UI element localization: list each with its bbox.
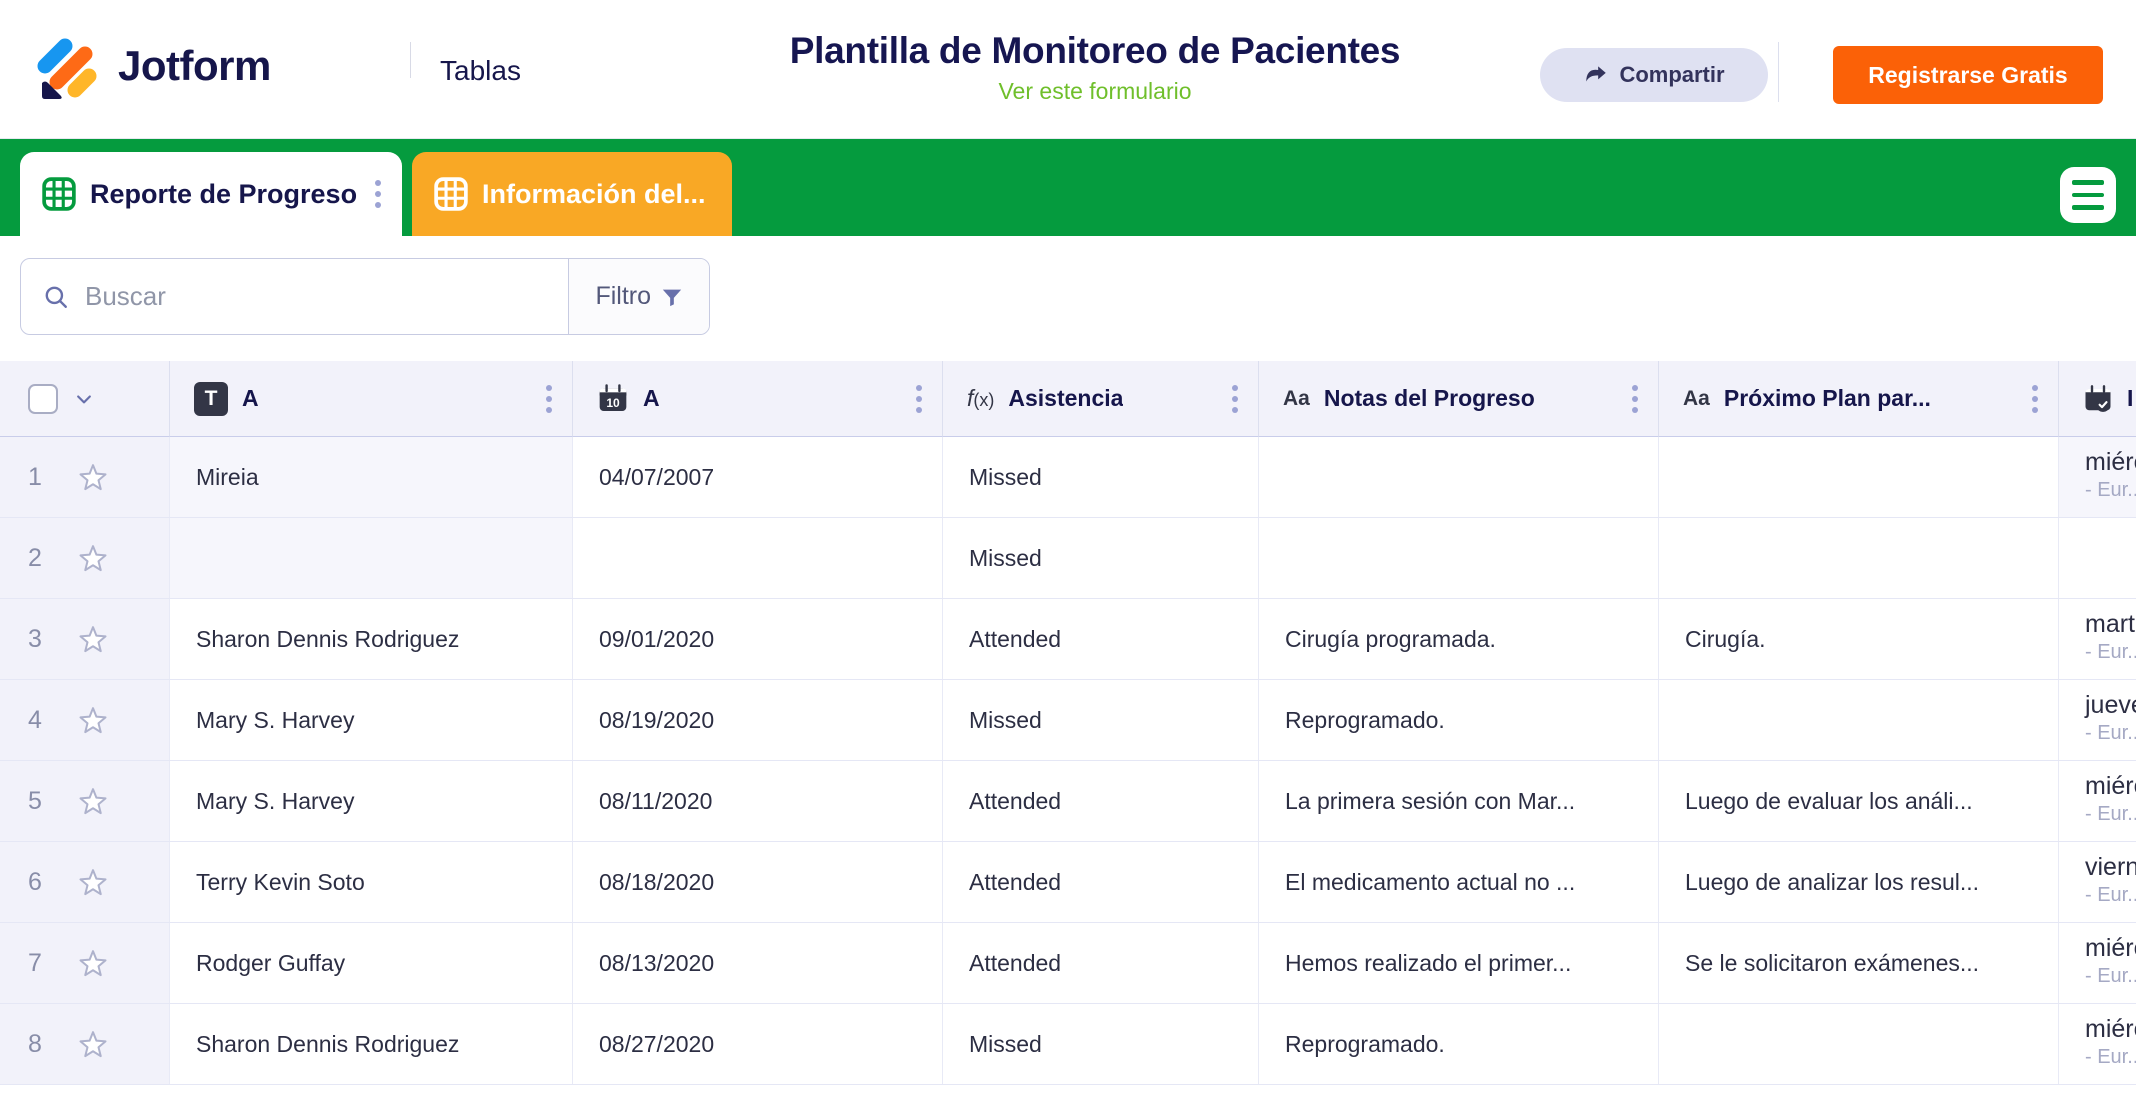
svg-text:10: 10 [606, 396, 620, 410]
